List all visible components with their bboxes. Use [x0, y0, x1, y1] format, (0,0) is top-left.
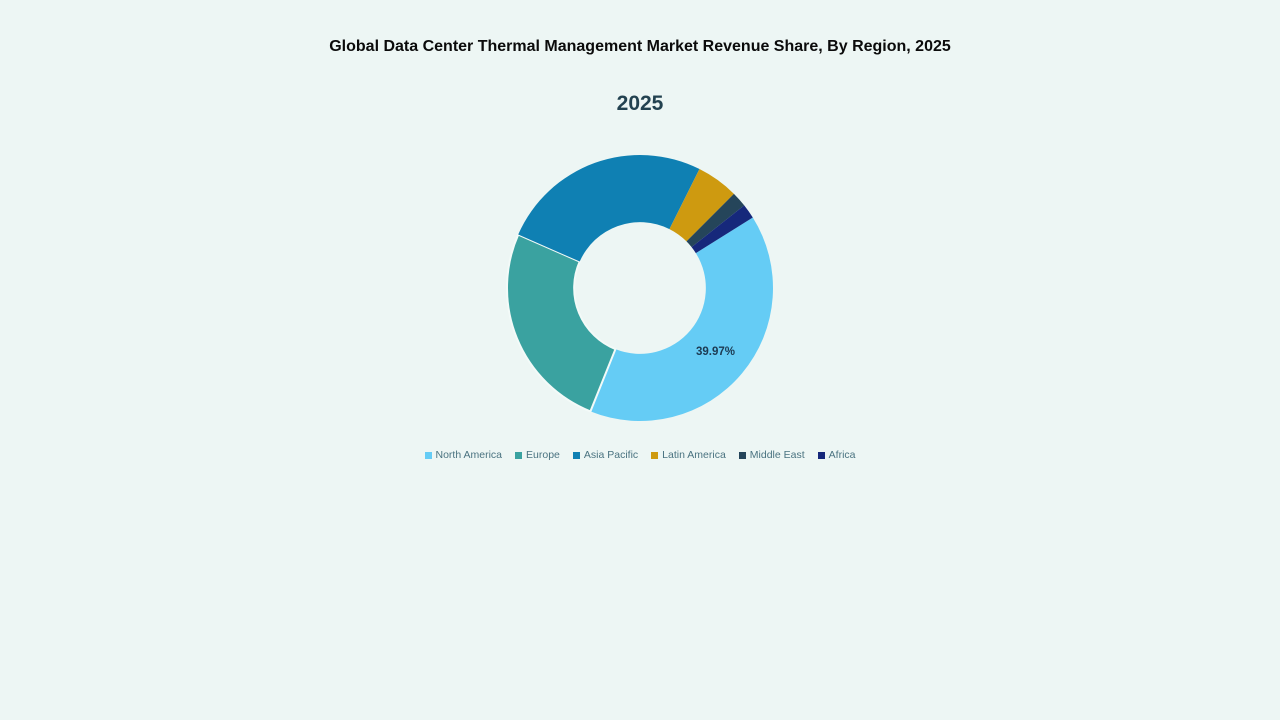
data-label-north-america: 39.97% [696, 346, 735, 358]
slice-africa[interactable] [691, 205, 753, 254]
legend-item-latin-america[interactable]: Latin America [651, 449, 726, 461]
legend-label-north-america: North America [435, 449, 503, 461]
slice-europe[interactable] [506, 233, 617, 413]
legend-item-middle-east[interactable]: Middle East [738, 449, 805, 461]
legend-item-europe[interactable]: Europe [515, 449, 560, 461]
slice-latin-america[interactable] [669, 169, 734, 242]
page-title: Global Data Center Thermal Management Ma… [329, 38, 951, 55]
legend-swatch-latin-america [651, 451, 659, 459]
slice-middle-east[interactable] [686, 193, 745, 248]
legend-item-africa[interactable]: Africa [817, 449, 856, 461]
legend-item-asia-pacific[interactable]: Asia Pacific [572, 449, 639, 461]
legend-label-middle-east: Middle East [749, 449, 805, 461]
legend-item-north-america[interactable]: North America [424, 449, 503, 461]
legend-label-asia-pacific: Asia Pacific [583, 449, 639, 461]
legend-swatch-africa [817, 451, 825, 459]
donut-chart-svg: 39.97% [506, 155, 774, 422]
legend-label-africa: Africa [828, 449, 856, 461]
legend-swatch-asia-pacific [572, 451, 580, 459]
legend-label-europe: Europe [526, 449, 560, 461]
legend-swatch-north-america [424, 451, 432, 459]
legend-swatch-europe [515, 451, 523, 459]
legend-label-latin-america: Latin America [662, 449, 726, 461]
chart-legend: North America Europe Asia Pacific Latin Ame… [0, 449, 1280, 461]
slice-north-america[interactable] [590, 217, 774, 422]
slice-asia-pacific[interactable] [518, 155, 700, 262]
chart-year-subtitle: 2025 [616, 92, 664, 115]
donut-chart: 39.97% [500, 148, 780, 428]
legend-swatch-middle-east [738, 451, 746, 459]
